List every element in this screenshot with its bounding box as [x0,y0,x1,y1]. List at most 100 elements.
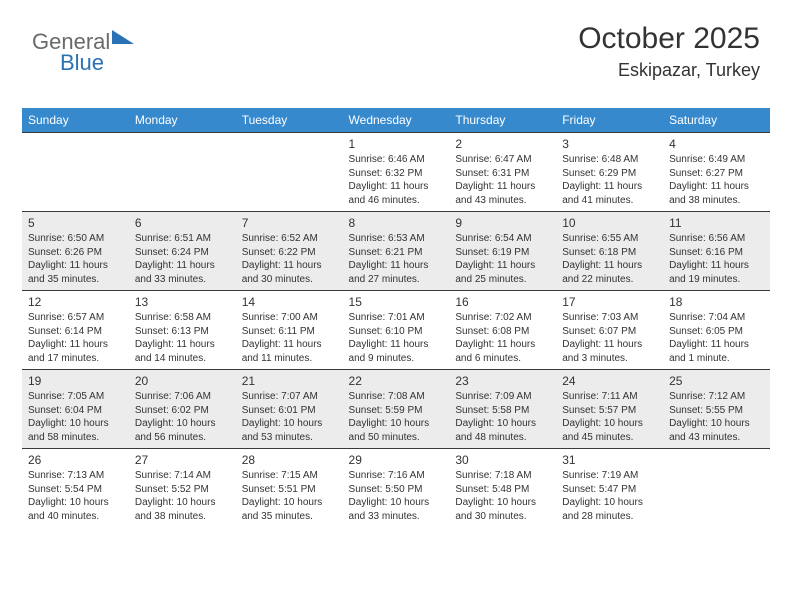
calendar-cell: 7Sunrise: 6:52 AMSunset: 6:22 PMDaylight… [236,212,343,291]
day-details: Sunrise: 7:12 AMSunset: 5:55 PMDaylight:… [663,390,770,448]
calendar-cell-empty [663,449,770,528]
day-details: Sunrise: 7:09 AMSunset: 5:58 PMDaylight:… [449,390,556,448]
day-number: 27 [129,449,236,469]
day-details: Sunrise: 7:04 AMSunset: 6:05 PMDaylight:… [663,311,770,369]
day-details: Sunrise: 6:55 AMSunset: 6:18 PMDaylight:… [556,232,663,290]
calendar-cell: 25Sunrise: 7:12 AMSunset: 5:55 PMDayligh… [663,370,770,449]
calendar-table: Sunday Monday Tuesday Wednesday Thursday… [22,108,770,527]
calendar-cell: 27Sunrise: 7:14 AMSunset: 5:52 PMDayligh… [129,449,236,528]
day-number: 16 [449,291,556,311]
weekday-header: Wednesday [343,108,450,133]
calendar-cell: 12Sunrise: 6:57 AMSunset: 6:14 PMDayligh… [22,291,129,370]
day-number: 1 [343,133,450,153]
day-number: 21 [236,370,343,390]
day-number: 28 [236,449,343,469]
day-number: 18 [663,291,770,311]
calendar-cell: 22Sunrise: 7:08 AMSunset: 5:59 PMDayligh… [343,370,450,449]
calendar-row: 26Sunrise: 7:13 AMSunset: 5:54 PMDayligh… [22,449,770,528]
day-details: Sunrise: 6:58 AMSunset: 6:13 PMDaylight:… [129,311,236,369]
day-details: Sunrise: 7:03 AMSunset: 6:07 PMDaylight:… [556,311,663,369]
weekday-header: Monday [129,108,236,133]
day-number: 25 [663,370,770,390]
day-details: Sunrise: 6:52 AMSunset: 6:22 PMDaylight:… [236,232,343,290]
day-details: Sunrise: 7:07 AMSunset: 6:01 PMDaylight:… [236,390,343,448]
day-details: Sunrise: 7:11 AMSunset: 5:57 PMDaylight:… [556,390,663,448]
calendar-cell: 10Sunrise: 6:55 AMSunset: 6:18 PMDayligh… [556,212,663,291]
day-number: 9 [449,212,556,232]
day-number: 6 [129,212,236,232]
day-details: Sunrise: 7:08 AMSunset: 5:59 PMDaylight:… [343,390,450,448]
day-details: Sunrise: 6:54 AMSunset: 6:19 PMDaylight:… [449,232,556,290]
day-details: Sunrise: 6:49 AMSunset: 6:27 PMDaylight:… [663,153,770,211]
day-details: Sunrise: 6:46 AMSunset: 6:32 PMDaylight:… [343,153,450,211]
calendar-cell: 23Sunrise: 7:09 AMSunset: 5:58 PMDayligh… [449,370,556,449]
calendar-cell: 13Sunrise: 6:58 AMSunset: 6:13 PMDayligh… [129,291,236,370]
weekday-header: Saturday [663,108,770,133]
day-details: Sunrise: 7:06 AMSunset: 6:02 PMDaylight:… [129,390,236,448]
day-number: 3 [556,133,663,153]
calendar-row: 5Sunrise: 6:50 AMSunset: 6:26 PMDaylight… [22,212,770,291]
calendar-cell: 20Sunrise: 7:06 AMSunset: 6:02 PMDayligh… [129,370,236,449]
calendar-cell: 3Sunrise: 6:48 AMSunset: 6:29 PMDaylight… [556,133,663,212]
calendar-cell: 8Sunrise: 6:53 AMSunset: 6:21 PMDaylight… [343,212,450,291]
day-number: 12 [22,291,129,311]
calendar-cell: 18Sunrise: 7:04 AMSunset: 6:05 PMDayligh… [663,291,770,370]
calendar-cell: 1Sunrise: 6:46 AMSunset: 6:32 PMDaylight… [343,133,450,212]
day-details: Sunrise: 6:53 AMSunset: 6:21 PMDaylight:… [343,232,450,290]
day-details: Sunrise: 6:50 AMSunset: 6:26 PMDaylight:… [22,232,129,290]
day-details: Sunrise: 7:15 AMSunset: 5:51 PMDaylight:… [236,469,343,527]
calendar-row: 19Sunrise: 7:05 AMSunset: 6:04 PMDayligh… [22,370,770,449]
day-details: Sunrise: 7:14 AMSunset: 5:52 PMDaylight:… [129,469,236,527]
calendar-row: 1Sunrise: 6:46 AMSunset: 6:32 PMDaylight… [22,133,770,212]
calendar-cell: 16Sunrise: 7:02 AMSunset: 6:08 PMDayligh… [449,291,556,370]
calendar-cell: 2Sunrise: 6:47 AMSunset: 6:31 PMDaylight… [449,133,556,212]
day-details: Sunrise: 7:02 AMSunset: 6:08 PMDaylight:… [449,311,556,369]
weekday-header: Tuesday [236,108,343,133]
calendar-cell: 11Sunrise: 6:56 AMSunset: 6:16 PMDayligh… [663,212,770,291]
calendar-cell: 19Sunrise: 7:05 AMSunset: 6:04 PMDayligh… [22,370,129,449]
brand-word2-wrap: Blue [60,50,104,76]
day-number: 22 [343,370,450,390]
day-details: Sunrise: 6:51 AMSunset: 6:24 PMDaylight:… [129,232,236,290]
day-details: Sunrise: 7:13 AMSunset: 5:54 PMDaylight:… [22,469,129,527]
day-details: Sunrise: 7:00 AMSunset: 6:11 PMDaylight:… [236,311,343,369]
calendar-cell: 31Sunrise: 7:19 AMSunset: 5:47 PMDayligh… [556,449,663,528]
calendar-cell: 14Sunrise: 7:00 AMSunset: 6:11 PMDayligh… [236,291,343,370]
day-details: Sunrise: 6:47 AMSunset: 6:31 PMDaylight:… [449,153,556,211]
weekday-header: Friday [556,108,663,133]
brand-triangle-icon [112,30,134,44]
calendar-cell: 9Sunrise: 6:54 AMSunset: 6:19 PMDaylight… [449,212,556,291]
day-number: 8 [343,212,450,232]
day-number: 19 [22,370,129,390]
day-number: 2 [449,133,556,153]
weekday-header-row: Sunday Monday Tuesday Wednesday Thursday… [22,108,770,133]
calendar-cell: 26Sunrise: 7:13 AMSunset: 5:54 PMDayligh… [22,449,129,528]
calendar-cell: 29Sunrise: 7:16 AMSunset: 5:50 PMDayligh… [343,449,450,528]
day-details: Sunrise: 7:16 AMSunset: 5:50 PMDaylight:… [343,469,450,527]
day-details: Sunrise: 6:56 AMSunset: 6:16 PMDaylight:… [663,232,770,290]
day-number: 24 [556,370,663,390]
day-number: 10 [556,212,663,232]
calendar-cell-empty [236,133,343,212]
calendar-cell: 21Sunrise: 7:07 AMSunset: 6:01 PMDayligh… [236,370,343,449]
page-location: Eskipazar, Turkey [578,60,760,81]
day-number: 23 [449,370,556,390]
calendar-cell: 15Sunrise: 7:01 AMSunset: 6:10 PMDayligh… [343,291,450,370]
day-number: 7 [236,212,343,232]
day-number: 14 [236,291,343,311]
brand-word2: Blue [60,50,104,75]
calendar-cell: 4Sunrise: 6:49 AMSunset: 6:27 PMDaylight… [663,133,770,212]
day-number: 29 [343,449,450,469]
calendar-cell-empty [22,133,129,212]
calendar-cell: 24Sunrise: 7:11 AMSunset: 5:57 PMDayligh… [556,370,663,449]
calendar-cell: 6Sunrise: 6:51 AMSunset: 6:24 PMDaylight… [129,212,236,291]
day-number: 31 [556,449,663,469]
calendar-cell: 30Sunrise: 7:18 AMSunset: 5:48 PMDayligh… [449,449,556,528]
day-number: 13 [129,291,236,311]
day-number: 17 [556,291,663,311]
day-details: Sunrise: 6:48 AMSunset: 6:29 PMDaylight:… [556,153,663,211]
day-number: 4 [663,133,770,153]
page-title: October 2025 [578,22,760,56]
calendar-cell: 17Sunrise: 7:03 AMSunset: 6:07 PMDayligh… [556,291,663,370]
day-details: Sunrise: 7:05 AMSunset: 6:04 PMDaylight:… [22,390,129,448]
